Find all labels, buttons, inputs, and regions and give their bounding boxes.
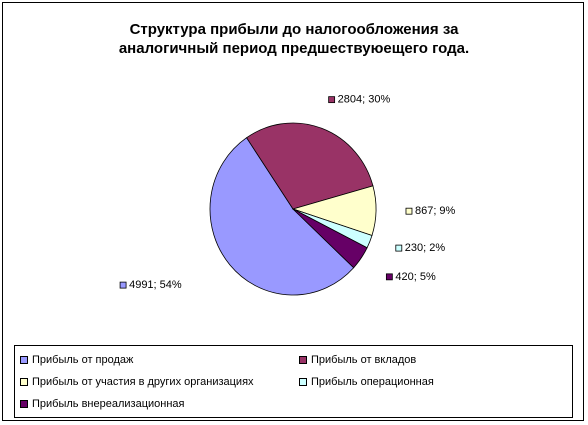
legend-swatch: [20, 400, 28, 408]
legend-label: Прибыль от продаж: [32, 354, 134, 366]
pie-chart: 4991; 54% 2804; 30% 867; 9% 230; 2% 420; 5%: [119, 94, 456, 296]
data-label: 867; 9%: [415, 205, 456, 217]
legend-label: Прибыль внереализационная: [32, 398, 185, 410]
data-label-swatch: [395, 244, 403, 252]
data-label-swatch: [119, 281, 127, 289]
legend-label: Прибыль операционная: [311, 376, 434, 388]
pie-slice: [292, 208, 368, 269]
legend-item: Прибыль от продаж: [20, 354, 133, 366]
chart-title-line-1: Структура прибыли до налогообложения за: [129, 21, 459, 38]
legend-label: Прибыль от вкладов: [311, 354, 417, 366]
legend-item: Прибыль от участия в других организациях: [20, 376, 254, 388]
pie-slice: [209, 137, 355, 296]
legend-item: Прибыль внереализационная: [20, 398, 184, 410]
legend-swatch: [20, 356, 28, 364]
data-label: 230; 2%: [405, 242, 446, 254]
data-label: 2804; 30%: [338, 94, 391, 106]
legend-swatch: [299, 378, 307, 386]
legend-item: Прибыль от вкладов: [299, 354, 416, 366]
legend-item: Прибыль операционная: [299, 376, 434, 388]
pie-slice: [246, 122, 374, 210]
data-label-swatch: [385, 273, 393, 281]
legend: Прибыль от продаж Прибыль от вкладов Прибы…: [14, 345, 573, 418]
legend-swatch: [299, 356, 307, 364]
chart-title: Структура прибыли до налогообложения за …: [0, 20, 588, 58]
data-label: 420; 5%: [395, 271, 436, 283]
data-label-swatch: [405, 207, 413, 215]
legend-swatch: [20, 378, 28, 386]
chart-title-line-2: аналогичный период предшествуюещего года…: [118, 40, 470, 57]
data-label: 4991; 54%: [129, 279, 182, 291]
legend-label: Прибыль от участия в других организациях: [32, 376, 254, 388]
data-label-swatch: [328, 96, 336, 104]
